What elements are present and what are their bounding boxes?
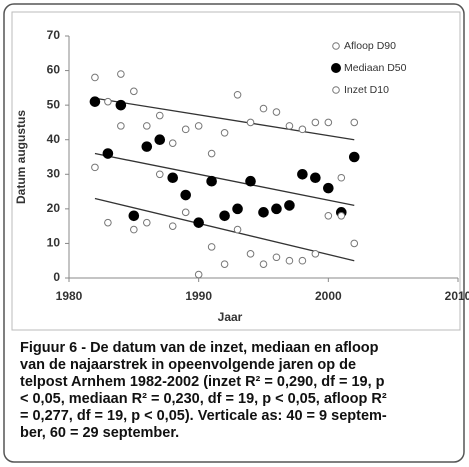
legend-marker [332, 86, 340, 94]
y-tick-label: 10 [47, 236, 61, 250]
legend-label: Inzet D10 [344, 84, 389, 96]
x-tick-label: 2000 [315, 289, 342, 303]
point [141, 141, 153, 152]
point [219, 210, 230, 222]
point [167, 172, 179, 184]
point [91, 73, 99, 82]
point [323, 182, 334, 194]
x-axis-label: Jaar [218, 310, 243, 324]
y-tick-label: 0 [53, 270, 60, 284]
point [194, 122, 203, 130]
point [168, 139, 177, 147]
y-tick-label: 30 [47, 166, 61, 180]
point [246, 118, 255, 127]
y-tick-label: 20 [47, 201, 61, 215]
trend-line [94, 97, 355, 141]
trend-line [94, 197, 355, 262]
caption-line: ber, 60 = 29 september. [20, 425, 180, 441]
point [233, 90, 242, 99]
legend-marker [331, 63, 341, 73]
caption-line: Figuur 6 - De datum van de inzet, mediaa… [20, 340, 379, 356]
point [193, 217, 204, 228]
point [181, 208, 190, 217]
point [206, 175, 217, 187]
legend-marker [332, 42, 340, 50]
point [128, 210, 140, 222]
point [246, 250, 255, 258]
y-tick-label: 70 [47, 28, 61, 42]
caption-line: van de najaarstrek in opeenvolgende jare… [20, 357, 357, 373]
point [245, 175, 256, 187]
point [311, 250, 320, 258]
y-tick-label: 40 [47, 132, 61, 146]
point [337, 211, 346, 220]
caption: Figuur 6 - De datum van de inzet, mediaa… [20, 340, 460, 442]
point [258, 207, 269, 218]
point [272, 108, 281, 116]
point [130, 225, 138, 234]
caption-line: < 0,05, mediaan R² = 0,230, df = 19, p <… [20, 391, 387, 407]
x-tick-label: 1990 [185, 289, 212, 303]
point [298, 125, 307, 134]
point [207, 149, 216, 158]
point [324, 211, 333, 220]
point [298, 256, 307, 265]
point [143, 122, 151, 130]
point [233, 225, 242, 234]
point [337, 173, 346, 182]
point [89, 96, 101, 107]
point [102, 148, 114, 159]
point [220, 260, 229, 268]
frame [3, 3, 465, 463]
point [220, 129, 229, 137]
x-tick-label: 1980 [56, 289, 83, 303]
point [181, 125, 190, 134]
point [117, 70, 125, 78]
point [232, 203, 243, 215]
y-tick-label: 60 [47, 63, 61, 77]
point [168, 222, 177, 230]
point [310, 172, 321, 184]
point [311, 118, 320, 127]
point [259, 260, 268, 268]
chart-border [11, 11, 461, 331]
point [91, 163, 99, 172]
caption-line: = 0,277, df = 19, p < 0,05). Verticale a… [20, 408, 387, 424]
caption-line: telpost Arnhem 1982-2002 (inzet R² = 0,2… [20, 374, 385, 390]
y-axis-label: Datum augustus [14, 110, 28, 204]
point [259, 104, 268, 113]
point [348, 151, 360, 163]
point [115, 99, 127, 111]
point [154, 134, 166, 146]
point [285, 122, 294, 130]
point [117, 122, 125, 130]
point [350, 239, 359, 248]
point [324, 118, 333, 127]
point [285, 256, 294, 265]
point [272, 253, 281, 262]
legend-label: Mediaan D50 [344, 62, 407, 74]
y-tick-label: 50 [47, 97, 61, 111]
point [104, 97, 112, 106]
point [284, 200, 295, 211]
point [207, 243, 216, 251]
point [155, 111, 164, 120]
trend-line [94, 152, 355, 207]
point [271, 203, 282, 215]
point [104, 218, 112, 227]
point [350, 118, 359, 127]
point [180, 189, 191, 201]
point [297, 168, 308, 180]
point [155, 170, 164, 179]
point [194, 270, 203, 279]
legend-label: Afloop D90 [344, 40, 396, 52]
point [130, 87, 138, 96]
point [143, 218, 151, 227]
x-tick-label: 2010 [445, 289, 469, 303]
